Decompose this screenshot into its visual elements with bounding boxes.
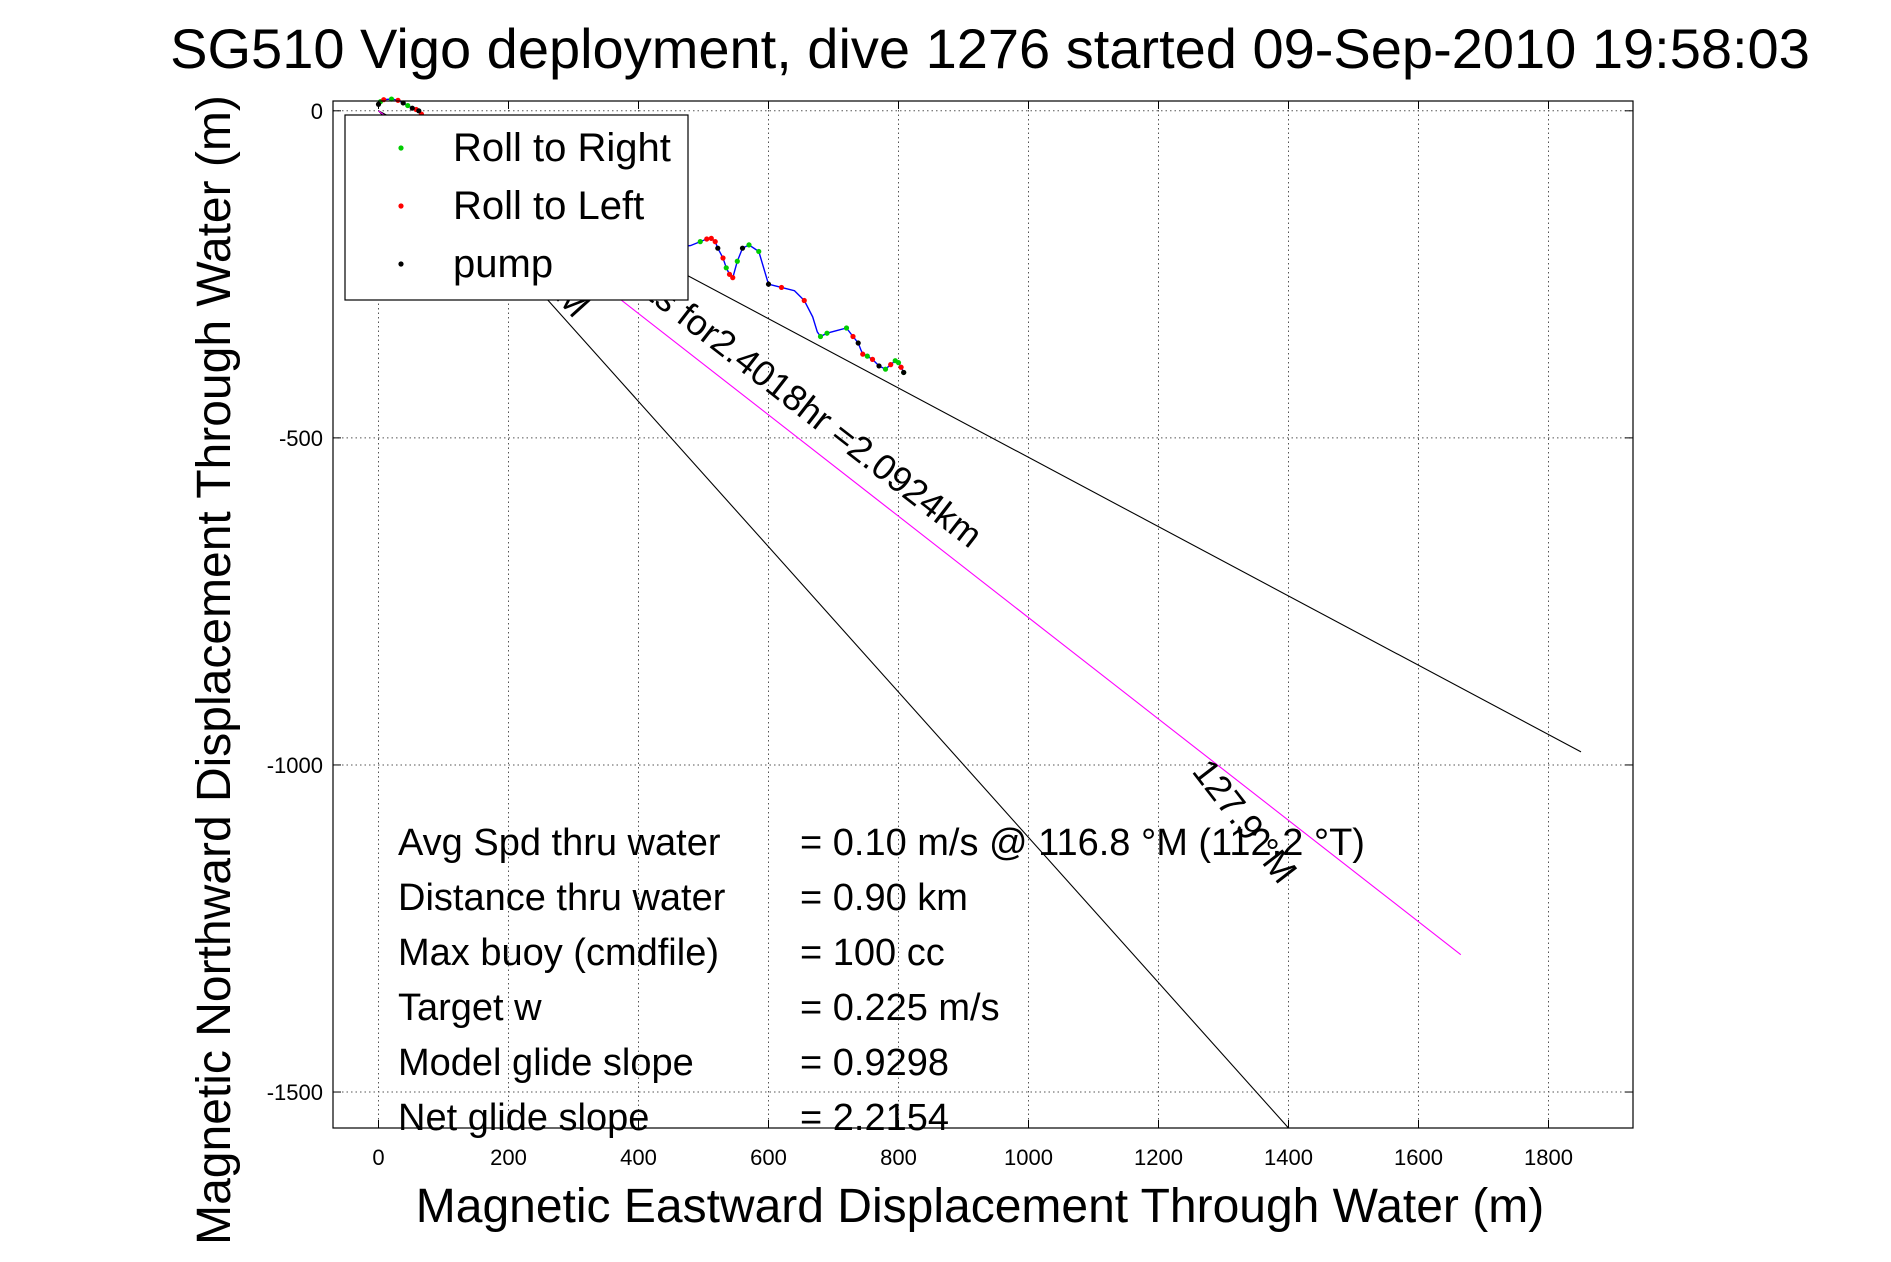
stat-value: = 0.9298: [800, 1042, 949, 1084]
y-tick-label: -500: [279, 426, 323, 451]
roll-left-marker: [730, 275, 736, 281]
legend: Roll to Right Roll to Left pump: [344, 114, 689, 301]
roll-left-marker: [720, 255, 726, 261]
roll-right-marker: [882, 366, 889, 372]
x-tick-label: 800: [880, 1145, 917, 1170]
stat-label: Net glide slope: [398, 1097, 649, 1139]
stat-label: Distance thru water: [398, 877, 726, 919]
stat-value: = 2.2154: [800, 1097, 949, 1139]
chart-title: SG510 Vigo deployment, dive 1276 started…: [170, 17, 1810, 80]
roll-right-marker: [843, 325, 850, 331]
stat-label: Avg Spd thru water: [398, 822, 721, 864]
roll-left-marker: [704, 236, 710, 242]
legend-label: pump: [453, 242, 553, 286]
roll-right-marker: [405, 102, 411, 109]
stat-label: Model glide slope: [398, 1042, 694, 1084]
roll-left-marker: [869, 356, 876, 362]
pump-marker: [739, 245, 746, 251]
roll-left-marker: [898, 364, 904, 370]
legend-entries: Roll to Right Roll to Left pump: [398, 126, 671, 286]
y-tick-label: -1000: [267, 753, 323, 778]
legend-marker: [398, 203, 404, 209]
x-tick-label: 600: [750, 1145, 787, 1170]
legend-marker: [398, 145, 404, 151]
pump-marker: [855, 340, 861, 346]
x-tick-label: 200: [490, 1145, 527, 1170]
roll-right-marker: [388, 96, 395, 102]
y-axis-title: Magnetic Northward Displacement Through …: [188, 95, 241, 1245]
x-tick-label: 1600: [1394, 1145, 1443, 1170]
stats-block: Avg Spd thru water = 0.10 m/s @ 116.8 °M …: [398, 822, 1365, 1139]
stat-value: = 100 cc: [800, 932, 945, 974]
x-tick-label: 1800: [1524, 1145, 1573, 1170]
y-tick-label: -1500: [267, 1080, 323, 1105]
roll-right-marker: [824, 330, 830, 336]
roll-right-marker: [734, 258, 740, 264]
roll-right-marker: [746, 242, 752, 248]
roll-right-marker: [895, 360, 902, 366]
roll-left-marker: [726, 271, 733, 277]
roll-right-marker: [817, 333, 824, 340]
x-tick-label: 1400: [1264, 1145, 1313, 1170]
roll-left-marker: [712, 239, 718, 245]
pump-marker: [876, 363, 882, 369]
marker-layer: [375, 96, 907, 376]
legend-label: Roll to Left: [453, 184, 644, 228]
pump-marker: [400, 100, 406, 106]
roll-right-marker: [864, 353, 870, 359]
roll-left-marker: [395, 97, 401, 103]
roll-right-marker: [697, 239, 703, 245]
roll-left-marker: [860, 351, 866, 357]
pump-marker: [416, 108, 422, 114]
legend-label: Roll to Right: [453, 126, 671, 170]
roll-left-marker: [708, 235, 714, 241]
x-tick-label: 0: [372, 1145, 384, 1170]
roll-left-marker: [801, 297, 807, 304]
roll-left-marker: [888, 362, 894, 368]
x-tick-label: 1000: [1004, 1145, 1053, 1170]
tick-marks: [333, 101, 1633, 1128]
stat-value: = 0.10 m/s @ 116.8 °M (112.2 °T): [800, 822, 1365, 864]
x-tick-label: 400: [620, 1145, 657, 1170]
y-tick-label: 0: [311, 99, 323, 124]
x-axis-title: Magnetic Eastward Displacement Through W…: [416, 1180, 1544, 1233]
legend-marker: [398, 261, 404, 267]
plot-frame: [332, 100, 1634, 1129]
roll-left-marker: [778, 284, 785, 291]
y-tick-labels: 0 -500 -1000 -1500: [267, 99, 323, 1105]
x-tick-labels: 0 200 400 600 800 1000 1200 1400 1600 1800: [372, 1145, 1573, 1170]
stat-value: = 0.225 m/s: [800, 987, 1000, 1029]
stat-label: Target w: [398, 987, 542, 1029]
stat-label: Max buoy (cmdfile): [398, 932, 719, 974]
grid-lines: [333, 101, 1633, 1128]
pump-marker: [901, 369, 907, 376]
x-tick-label: 1200: [1134, 1145, 1183, 1170]
roll-right-marker: [756, 248, 762, 255]
pump-marker: [765, 281, 772, 287]
pump-marker: [409, 105, 415, 111]
pump-marker: [715, 245, 721, 251]
roll-left-marker: [850, 333, 856, 340]
stat-value: = 0.90 km: [800, 877, 968, 919]
roll-right-marker: [723, 265, 729, 271]
